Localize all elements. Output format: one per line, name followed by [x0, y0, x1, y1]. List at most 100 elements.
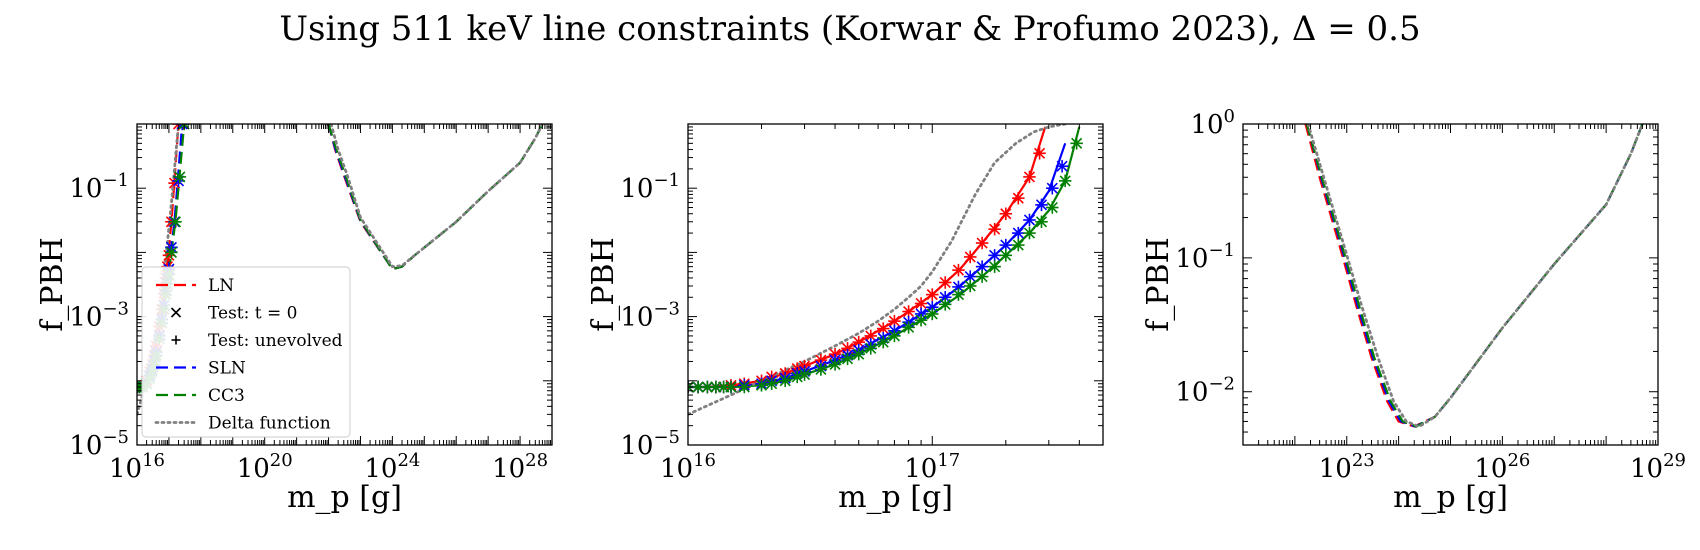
data-point-marker [902, 305, 915, 318]
series-line-sln-middle [688, 142, 1067, 389]
data-point-marker [864, 342, 878, 355]
data-point-marker [1070, 137, 1083, 150]
data-point-marker [914, 297, 928, 310]
x-axis-label-right: m_p [g] [1393, 480, 1508, 515]
y-axis-label-middle: f_PBH [586, 237, 621, 332]
data-point-marker [999, 249, 1013, 262]
data-point-marker [952, 263, 965, 277]
x-axis-label-left: m_p [g] [287, 480, 402, 515]
data-point-marker [778, 374, 792, 388]
plot-area-right [1304, 124, 1644, 429]
data-point-marker [1012, 238, 1025, 252]
data-point-marker [765, 377, 778, 390]
y-tick-label: 10−1 [1175, 240, 1235, 274]
x-tick-label: 1026 [1474, 450, 1530, 484]
ticks-right [1242, 123, 1659, 446]
y-tick-label: 10−1 [620, 170, 680, 204]
data-point-marker [963, 279, 977, 293]
y-tick-label: 10−3 [620, 299, 680, 333]
series-line-sln-left [327, 124, 544, 271]
data-point-marker [738, 380, 751, 394]
data-point-marker [877, 335, 890, 349]
data-point-marker [755, 379, 768, 392]
panel-middle: 1016 1017 10−5 10−3 10−1 m_p [g] f_PBH [586, 123, 1104, 515]
data-point-marker [975, 236, 989, 250]
legend-item: Delta function [154, 414, 331, 434]
ticks-middle [687, 123, 1104, 446]
data-point-marker [165, 246, 178, 259]
legend-label: LN [208, 276, 234, 296]
x-tick-label: 1016 [660, 450, 716, 484]
y-tick-label: 100 [1190, 106, 1235, 140]
data-point-marker [926, 288, 939, 301]
legend-label: CC3 [208, 386, 245, 406]
figure-title: Using 511 keV line constraints (Korwar &… [279, 9, 1420, 49]
data-point-marker [963, 250, 977, 264]
legend-box [141, 266, 351, 438]
data-point-marker [1058, 174, 1072, 188]
legend: LN Test: t = 0 Test: unevolved SLN CC3 Delta … [141, 266, 351, 438]
data-point-marker [173, 170, 187, 184]
series-line-delta-function-middle [688, 124, 1067, 416]
x-tick-label: 1023 [1319, 450, 1375, 484]
legend-label: Test: t = 0 [208, 304, 297, 324]
data-point-marker [724, 380, 738, 394]
data-point-marker [902, 321, 915, 334]
x-tick-label: 1020 [237, 450, 293, 484]
data-point-marker [914, 313, 928, 327]
legend-item: SLN [156, 359, 246, 379]
data-point-marker [988, 260, 1001, 273]
data-point-marker [1023, 170, 1036, 184]
data-point-marker [938, 298, 952, 311]
y-tick-label: 10−3 [69, 299, 129, 333]
x-tick-label: 1024 [364, 450, 420, 484]
data-point-marker [1033, 147, 1046, 160]
data-point-marker [888, 314, 901, 328]
series-line-cc3-right [1305, 124, 1644, 428]
legend-item: LN [156, 276, 234, 296]
axes-frame-left [136, 123, 553, 446]
data-point-marker [1046, 181, 1059, 195]
data-point-marker [1046, 201, 1059, 214]
data-point-marker [888, 329, 901, 343]
series-line-ln-left [327, 124, 544, 271]
legend-item: CC3 [156, 386, 245, 406]
plot-area-middle [688, 124, 1083, 416]
data-point-marker [864, 329, 878, 343]
y-axis-label-left: f_PBH [35, 237, 70, 332]
legend-label: Test: unevolved [208, 331, 343, 351]
panel-right: 1023 1026 1029 10−2 10−1 100 m_p [g] f_PBH [1141, 106, 1686, 515]
data-point-marker [169, 215, 182, 229]
data-point-marker [975, 270, 989, 283]
legend-item: Test: t = 0 [170, 304, 297, 324]
data-point-marker [1012, 226, 1025, 240]
data-point-marker [952, 288, 965, 301]
y-tick-label: 10−2 [1175, 374, 1235, 408]
data-point-marker [999, 207, 1013, 220]
data-point-marker [1035, 215, 1048, 229]
data-point-marker [841, 352, 854, 366]
x-tick-label: 1029 [1630, 450, 1686, 484]
x-tick-label: 1016 [109, 450, 165, 484]
data-point-marker [938, 276, 952, 289]
data-point-marker [1035, 198, 1048, 212]
legend-item: Test: unevolved [171, 331, 343, 351]
x-axis-label-middle: m_p [g] [838, 480, 953, 515]
series-line-delta-function-left [329, 124, 544, 269]
data-point-marker [1023, 213, 1036, 227]
data-point-marker [1055, 159, 1069, 173]
y-tick-label: 10−5 [69, 427, 129, 461]
y-tick-label: 10−1 [69, 170, 129, 204]
ticks-left [136, 123, 553, 446]
data-point-marker [1012, 191, 1025, 205]
legend-marker [171, 335, 181, 345]
axes-frame-middle [687, 123, 1104, 446]
legend-label: Delta function [208, 414, 331, 434]
x-tick-label: 1017 [904, 450, 960, 484]
data-point-marker [814, 363, 828, 376]
series-line-ln-right [1304, 124, 1644, 428]
data-point-marker [798, 368, 811, 381]
series-line-sln-right [1305, 124, 1644, 428]
x-tick-label: 1028 [492, 450, 548, 484]
